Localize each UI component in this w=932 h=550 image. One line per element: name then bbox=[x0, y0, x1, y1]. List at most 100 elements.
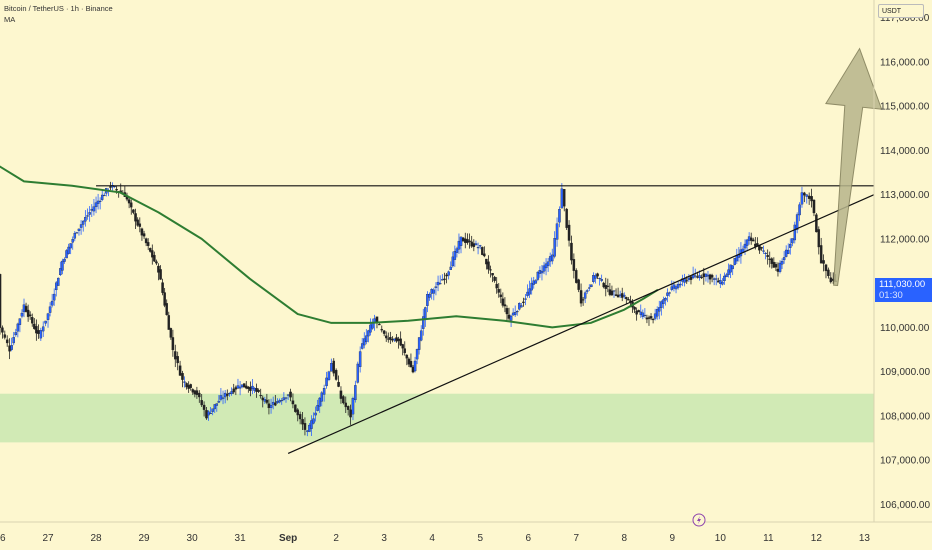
y-tick-label: 112,000.00 bbox=[880, 234, 930, 245]
candle-body bbox=[702, 273, 706, 278]
candle-body bbox=[245, 385, 248, 389]
candle-body bbox=[436, 281, 440, 286]
candle-body bbox=[430, 289, 433, 294]
candle-body bbox=[312, 418, 315, 424]
candle-body bbox=[766, 255, 769, 258]
candle-body bbox=[696, 276, 699, 278]
candle-body bbox=[298, 414, 302, 420]
candle-body bbox=[594, 275, 597, 279]
candle-body bbox=[171, 337, 175, 351]
candle-body bbox=[793, 224, 797, 241]
candle-body bbox=[37, 330, 40, 334]
candle-body bbox=[167, 315, 171, 330]
candle-body bbox=[28, 314, 32, 317]
candle-body bbox=[337, 381, 340, 387]
candle-body bbox=[760, 247, 763, 249]
candle-body bbox=[274, 402, 277, 406]
candle-body bbox=[616, 294, 620, 298]
candle-body bbox=[662, 299, 665, 304]
ascending-trendline bbox=[287, 194, 875, 454]
currency-button[interactable]: USDT bbox=[878, 4, 924, 18]
candle-body bbox=[708, 274, 712, 280]
candle-body bbox=[202, 404, 206, 410]
candle-body bbox=[75, 232, 79, 234]
x-tick-label: 9 bbox=[670, 533, 676, 544]
candle-body bbox=[651, 318, 655, 321]
candle-body bbox=[14, 332, 18, 336]
candle-body bbox=[481, 247, 484, 255]
x-tick-label: 8 bbox=[622, 533, 628, 544]
candle-body bbox=[52, 293, 56, 301]
lightning-icon[interactable] bbox=[692, 513, 706, 527]
candle-body bbox=[509, 315, 513, 321]
candle-body bbox=[645, 317, 649, 320]
candle-body bbox=[314, 412, 317, 416]
candle-body bbox=[378, 324, 381, 326]
candle-body bbox=[752, 239, 755, 242]
candle-body bbox=[318, 397, 321, 407]
candle-body bbox=[451, 256, 455, 267]
candle-body bbox=[138, 223, 142, 227]
candle-body bbox=[419, 330, 423, 341]
plot-area bbox=[0, 47, 883, 454]
candle-body bbox=[291, 400, 295, 405]
candle-body bbox=[401, 344, 404, 349]
candle-body bbox=[791, 238, 794, 244]
candle-body bbox=[271, 401, 275, 405]
candle-body bbox=[637, 310, 640, 313]
candle-body bbox=[577, 279, 580, 290]
indicator-label[interactable]: MA bbox=[4, 15, 16, 24]
candle-body bbox=[470, 241, 473, 247]
candle-body bbox=[30, 317, 34, 324]
candle-body bbox=[61, 260, 64, 271]
candle-body bbox=[551, 254, 554, 262]
candle-body bbox=[155, 261, 158, 264]
candle-body bbox=[8, 345, 11, 352]
candle-body bbox=[187, 385, 190, 389]
candle-body bbox=[546, 261, 550, 266]
candle-body bbox=[346, 406, 350, 410]
candle-body bbox=[627, 299, 630, 301]
symbol-title[interactable]: Bitcoin / TetherUS · 1h · Binance bbox=[4, 4, 113, 13]
candle-body bbox=[526, 291, 529, 296]
candle-body bbox=[100, 194, 104, 200]
candle-body bbox=[710, 274, 714, 278]
candle-body bbox=[666, 292, 669, 296]
candle-body bbox=[733, 258, 736, 265]
candle-body bbox=[548, 256, 552, 262]
candle-body bbox=[334, 369, 338, 380]
candle-body bbox=[493, 276, 496, 281]
candle-body bbox=[778, 262, 782, 272]
candle-body bbox=[620, 293, 624, 298]
candle-body bbox=[478, 245, 482, 247]
candle-body bbox=[35, 326, 38, 334]
candle-body bbox=[382, 330, 386, 334]
candle-body bbox=[664, 297, 667, 301]
candle-body bbox=[39, 330, 43, 339]
x-tick-label: 5 bbox=[477, 533, 483, 544]
candle-body bbox=[165, 303, 168, 316]
candle-body bbox=[327, 371, 331, 380]
y-tick-label: 106,000.00 bbox=[880, 500, 930, 511]
candle-body bbox=[16, 323, 20, 332]
candle-body bbox=[63, 258, 66, 262]
candle-body bbox=[411, 366, 415, 373]
candle-body bbox=[161, 282, 164, 293]
candle-body bbox=[44, 320, 47, 324]
candle-body bbox=[717, 280, 720, 283]
candle-body bbox=[522, 301, 525, 303]
candle-body bbox=[655, 309, 659, 317]
candle-body bbox=[714, 278, 718, 280]
candle-body bbox=[24, 306, 28, 312]
candle-body bbox=[251, 385, 254, 389]
candle-body bbox=[468, 240, 471, 242]
candle-body bbox=[59, 268, 62, 276]
candle-body bbox=[625, 297, 628, 300]
candle-body bbox=[94, 202, 98, 208]
candle-body bbox=[395, 337, 398, 342]
candle-body bbox=[497, 289, 500, 293]
candle-body bbox=[146, 242, 150, 247]
candle-body bbox=[784, 249, 788, 257]
candle-body bbox=[294, 404, 297, 412]
